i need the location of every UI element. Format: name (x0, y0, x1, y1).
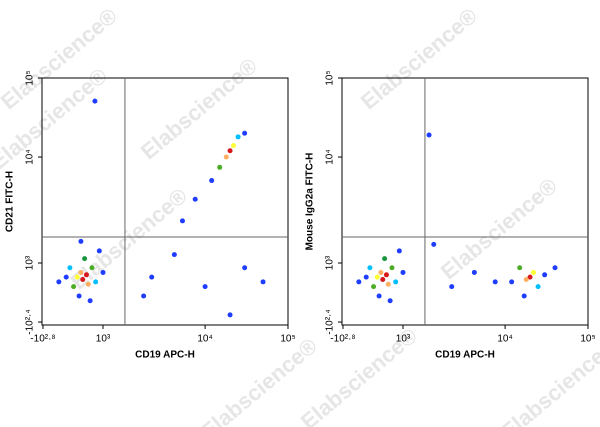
event-point (380, 277, 386, 283)
event-point (509, 279, 515, 285)
y-tick-label: -10²·⁴ (325, 309, 336, 334)
event-point (96, 248, 102, 254)
event-point (376, 293, 382, 299)
event-point (521, 293, 527, 299)
y-axis-label: Mouse IgG2a FITC-H (305, 153, 316, 251)
x-tick-label: -10²·⁸ (330, 334, 355, 345)
event-point (87, 298, 93, 304)
event-point (83, 272, 89, 278)
event-point (396, 248, 402, 254)
y-tick-label: 10⁴ (325, 149, 336, 164)
event-point (202, 284, 208, 290)
event-point (382, 256, 388, 262)
event-point (67, 265, 73, 271)
event-point (74, 274, 80, 280)
event-point (149, 274, 155, 280)
y-tick-label: 10⁴ (25, 149, 36, 164)
event-point (527, 274, 533, 280)
event-point (356, 279, 362, 285)
event-point (523, 277, 529, 283)
event-point (393, 279, 399, 285)
event-point (371, 284, 377, 290)
watermark: Elabscience® (136, 53, 262, 164)
plot-frame (41, 77, 289, 326)
watermark: Elabscience® (356, 3, 482, 114)
event-point (82, 256, 88, 262)
event-point (492, 279, 498, 285)
event-point (71, 284, 77, 290)
event-point (400, 269, 406, 275)
event-point (76, 293, 82, 299)
event-point (78, 269, 84, 275)
event-point (141, 293, 147, 299)
event-point (92, 98, 98, 104)
x-axis-label: CD19 APC-H (135, 350, 195, 361)
event-point (449, 284, 455, 290)
watermark: Elabscience® (496, 333, 600, 427)
event-point (471, 269, 477, 275)
event-point (426, 132, 432, 138)
event-point (171, 252, 177, 258)
event-point (517, 265, 523, 271)
x-tick-label: -10²·⁸ (30, 334, 55, 345)
event-point (387, 298, 393, 304)
event-point (530, 269, 536, 275)
event-point (378, 269, 384, 275)
event-point (89, 265, 95, 271)
event-point (374, 274, 380, 280)
event-point (383, 272, 389, 278)
event-point (242, 265, 248, 271)
watermark: Elabscience® (436, 173, 562, 284)
event-point (227, 148, 233, 154)
event-point (78, 238, 84, 244)
x-tick-label: 10⁵ (280, 334, 295, 345)
event-point (217, 164, 223, 170)
event-point (235, 134, 241, 140)
event-point (431, 241, 437, 247)
x-tick-label: 10⁴ (497, 334, 512, 345)
event-point (100, 269, 106, 275)
event-point (227, 312, 233, 318)
y-tick-label: -10²·⁴ (25, 309, 36, 334)
event-point (367, 265, 373, 271)
event-point (542, 272, 548, 278)
x-tick-label: 10³ (396, 334, 411, 345)
x-tick-label: 10³ (96, 334, 111, 345)
event-point (242, 130, 248, 136)
y-tick-label: 10³ (325, 255, 336, 270)
plot-frame (341, 77, 589, 326)
event-point (192, 196, 198, 202)
event-point (209, 178, 215, 184)
y-tick-label: 10³ (25, 255, 36, 270)
event-point (260, 279, 266, 285)
event-point (85, 281, 91, 287)
watermark: Elabscience® (66, 183, 192, 294)
event-point (223, 154, 229, 160)
x-axis-label: CD19 APC-H (435, 350, 495, 361)
event-point (552, 265, 558, 271)
event-point (363, 274, 369, 280)
event-point (80, 277, 86, 283)
event-point (179, 218, 185, 224)
event-point (93, 279, 99, 285)
event-point (63, 274, 69, 280)
event-point (535, 284, 541, 290)
x-tick-label: 10⁴ (197, 334, 212, 345)
y-axis-label: CD21 FITC-H (5, 171, 16, 232)
y-tick-label: 10⁵ (25, 70, 36, 85)
event-point (56, 279, 62, 285)
y-tick-label: 10⁵ (325, 70, 336, 85)
event-point (385, 281, 391, 287)
x-tick-label: 10⁵ (580, 334, 595, 345)
event-point (230, 142, 236, 148)
event-point (389, 265, 395, 271)
